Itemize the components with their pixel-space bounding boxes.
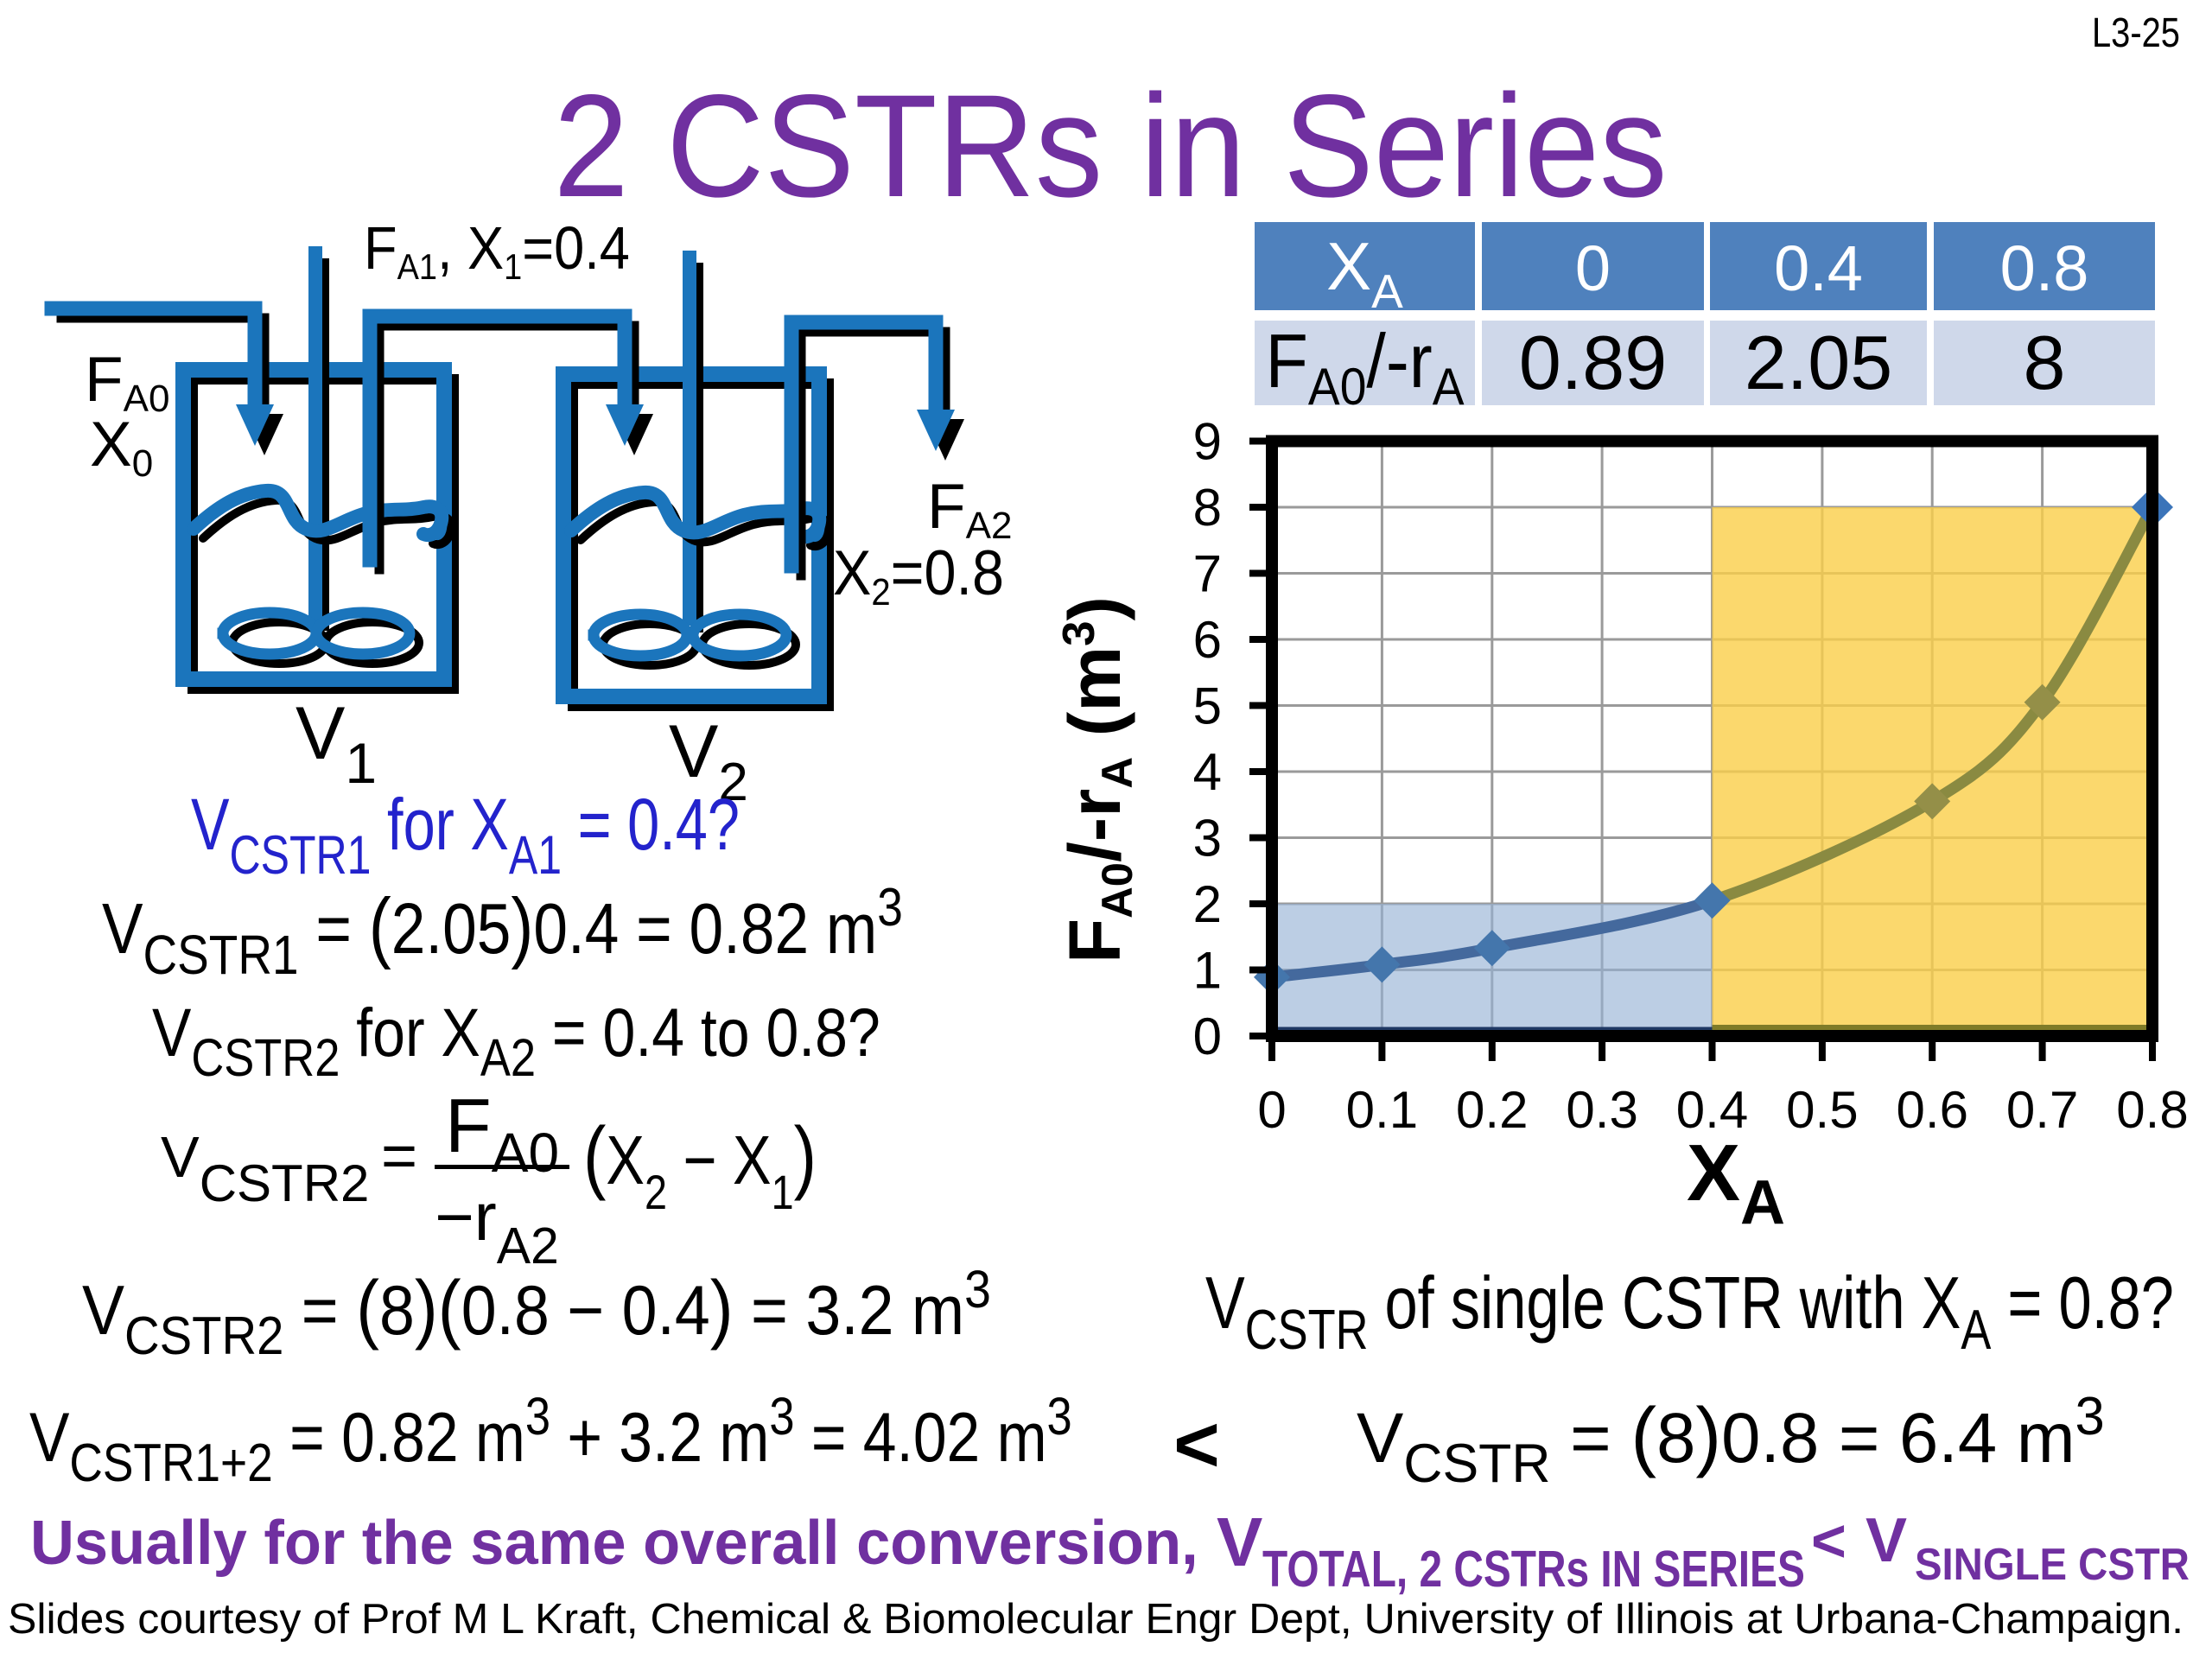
svg-text:8: 8: [1193, 479, 1222, 537]
svg-text:−rA2: −rA2: [435, 1179, 559, 1274]
svg-text:0: 0: [1193, 1007, 1222, 1065]
svg-text:0: 0: [1257, 1081, 1286, 1139]
svg-text:0.89: 0.89: [1519, 320, 1667, 405]
svg-text:FA0: FA0: [85, 345, 169, 420]
svg-text:2 CSTRs in Series: 2 CSTRs in Series: [554, 64, 1668, 228]
svg-text:7: 7: [1193, 545, 1222, 603]
svg-text:XA: XA: [1687, 1128, 1785, 1237]
svg-text:0.1: 0.1: [1346, 1081, 1418, 1139]
svg-text:SINGLE CSTR: SINGLE CSTR: [1915, 1539, 2190, 1590]
svg-text:0.8: 0.8: [2000, 232, 2089, 304]
svg-text:2: 2: [1193, 875, 1222, 933]
svg-text:5: 5: [1193, 677, 1222, 735]
svg-text:FA0: FA0: [445, 1083, 559, 1184]
svg-text:VCSTR2 = (8)(0.8 − 0.4) = 3.2: VCSTR2 = (8)(0.8 − 0.4) = 3.2 m3: [82, 1261, 991, 1366]
svg-text:0.5: 0.5: [1786, 1081, 1858, 1139]
svg-text:9: 9: [1193, 413, 1222, 471]
svg-text:0.3: 0.3: [1566, 1081, 1637, 1139]
svg-text:0: 0: [1575, 232, 1611, 304]
svg-text:VCSTR of single CSTR with XA =: VCSTR of single CSTR with XA = 0.8?: [1205, 1262, 2174, 1361]
svg-text:VCSTR1+2 = 0.82 m3 + 3.2 m3 =: VCSTR1+2 = 0.82 m3 + 3.2 m3 = 4.02 m3: [29, 1388, 1072, 1493]
svg-text:<: <: [1173, 1401, 1220, 1489]
svg-text:0.4: 0.4: [1774, 232, 1863, 304]
svg-text:2.05: 2.05: [1745, 320, 1892, 405]
svg-text:0.2: 0.2: [1456, 1081, 1528, 1139]
svg-text:6: 6: [1193, 611, 1222, 669]
svg-text:<: <: [1811, 1507, 1847, 1574]
svg-text:VCSTR = (8)0.8 = 6.4 m3: VCSTR = (8)0.8 = 6.4 m3: [1357, 1387, 2105, 1494]
svg-text:=: =: [381, 1122, 417, 1191]
svg-text:VCSTR1 for XA1 = 0.4?: VCSTR1 for XA1 = 0.4?: [191, 785, 740, 887]
svg-text:Usually for the same overall c: Usually for the same overall conversion,: [30, 1508, 1198, 1578]
svg-text:V: V: [1866, 1506, 1907, 1575]
svg-text:FA0/-rA (m3): FA0/-rA (m3): [1054, 596, 1141, 963]
svg-text:X0: X0: [90, 410, 153, 485]
svg-text:(X2 − X1): (X2 − X1): [583, 1109, 817, 1219]
svg-text:VCSTR2: VCSTR2: [161, 1125, 369, 1212]
svg-text:L3-25: L3-25: [2092, 10, 2180, 56]
svg-text:4: 4: [1193, 743, 1222, 801]
svg-text:Slides courtesy of Prof M L Kr: Slides courtesy of Prof M L Kraft, Chemi…: [8, 1595, 2183, 1642]
svg-text:0.8: 0.8: [2116, 1081, 2188, 1139]
svg-text:8: 8: [2024, 320, 2066, 405]
svg-text:3: 3: [1193, 810, 1222, 868]
svg-text:V: V: [1217, 1503, 1262, 1580]
svg-text:0.7: 0.7: [2006, 1081, 2078, 1139]
svg-text:0.6: 0.6: [1897, 1081, 1968, 1139]
svg-text:FA0/-rA: FA0/-rA: [1266, 318, 1465, 416]
svg-text:TOTAL, 2 CSTRs IN SERIES: TOTAL, 2 CSTRs IN SERIES: [1262, 1541, 1805, 1598]
svg-text:FA2: FA2: [927, 472, 1012, 547]
svg-text:FA1, X1=0.4: FA1, X1=0.4: [364, 215, 630, 287]
svg-text:V2: V2: [669, 710, 748, 812]
svg-text:V1: V1: [296, 692, 377, 795]
svg-text:VCSTR2 for XA2 = 0.4 to 0.8?: VCSTR2 for XA2 = 0.4 to 0.8?: [152, 994, 880, 1088]
svg-text:XA: XA: [1326, 228, 1403, 318]
svg-text:0.4: 0.4: [1676, 1081, 1748, 1139]
svg-text:X2=0.8: X2=0.8: [833, 537, 1004, 613]
svg-text:VCSTR1 = (2.05)0.4 = 0.82 m3: VCSTR1 = (2.05)0.4 = 0.82 m3: [102, 878, 903, 986]
svg-text:1: 1: [1193, 942, 1222, 1000]
